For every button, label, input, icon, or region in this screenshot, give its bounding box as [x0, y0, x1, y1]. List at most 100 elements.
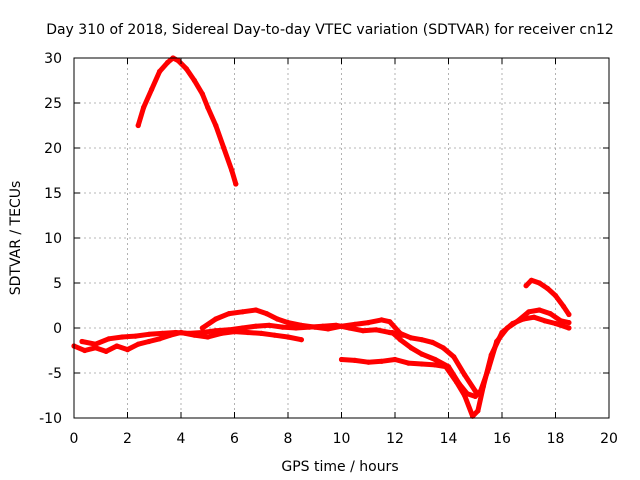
data-point	[226, 311, 232, 317]
data-point	[552, 293, 559, 299]
data-point	[79, 338, 85, 345]
y-tick-label: 25	[44, 96, 62, 112]
x-tick-label: 2	[123, 431, 132, 447]
data-point	[456, 381, 462, 387]
data-point	[397, 330, 403, 336]
data-point	[285, 320, 291, 326]
data-point	[119, 334, 125, 340]
data-point	[440, 345, 446, 351]
data-point	[258, 330, 264, 336]
data-point	[373, 327, 379, 333]
data-point	[558, 318, 564, 324]
data-point	[387, 319, 393, 325]
data-point	[165, 59, 171, 66]
y-tick-label: 5	[53, 276, 62, 292]
data-point	[419, 351, 425, 357]
data-point	[175, 58, 181, 64]
data-point	[199, 329, 205, 336]
data-point	[199, 325, 205, 331]
grid-layer	[74, 58, 609, 418]
x-axis-label: GPS time / hours	[281, 459, 398, 475]
data-point	[379, 317, 385, 323]
data-point	[312, 324, 318, 330]
y-tick-label: 30	[44, 51, 62, 67]
data-point	[560, 303, 567, 309]
data-point	[475, 408, 481, 414]
y-tick-label: -10	[39, 411, 62, 427]
data-point	[486, 365, 492, 372]
data-point	[146, 338, 152, 345]
data-point	[233, 181, 239, 187]
data-point	[462, 372, 468, 378]
tick-layer: 0 2 4 6 8 10 12 14 16 18 20 -10 -5 0 5 10 15 20 25 30	[39, 51, 618, 447]
x-tick-label: 12	[386, 431, 404, 447]
data-point	[472, 393, 478, 399]
data-point	[274, 316, 280, 322]
data-point	[266, 322, 272, 328]
data-point	[325, 326, 331, 332]
data-point	[264, 311, 270, 317]
data-point	[205, 104, 211, 111]
data-point	[523, 283, 529, 289]
data-point	[82, 347, 88, 354]
y-axis-label: SDTVAR / TECUs	[8, 181, 24, 296]
data-point	[504, 325, 510, 331]
data-point	[566, 325, 572, 331]
y-tick-label: -5	[48, 366, 62, 382]
data-point	[239, 309, 246, 315]
x-tick-label: 0	[70, 431, 79, 447]
data-point	[229, 167, 235, 174]
data-point	[285, 334, 291, 340]
data-point	[531, 314, 537, 320]
y-tick-label: 0	[53, 321, 62, 337]
data-point	[445, 364, 452, 370]
series-track-d	[339, 314, 572, 419]
data-point	[213, 316, 219, 322]
data-point	[352, 357, 358, 363]
data-point	[213, 328, 219, 334]
x-tick-label: 4	[177, 431, 186, 447]
data-point	[92, 341, 98, 347]
data-point	[338, 356, 345, 363]
data-point	[106, 336, 112, 342]
data-point	[542, 318, 548, 324]
data-point	[157, 336, 163, 342]
x-tick-label: 6	[230, 431, 239, 447]
data-point	[103, 348, 109, 354]
data-point	[183, 66, 189, 72]
data-point	[253, 323, 259, 329]
data-point	[213, 122, 219, 129]
data-point	[526, 309, 532, 315]
series-track-e	[389, 307, 572, 399]
data-point	[245, 329, 251, 336]
x-tick-label: 14	[440, 431, 458, 447]
data-point	[494, 338, 500, 345]
data-point	[536, 280, 543, 286]
data-point	[405, 360, 411, 366]
series-track-c	[199, 307, 478, 394]
data-point	[536, 307, 543, 313]
data-point	[365, 320, 371, 326]
data-point	[408, 335, 414, 341]
data-point	[528, 277, 535, 283]
data-point	[141, 104, 147, 111]
data-point	[566, 320, 572, 326]
data-point	[135, 122, 141, 129]
x-tick-label: 18	[547, 431, 565, 447]
data-point	[272, 332, 278, 338]
data-point	[173, 329, 179, 336]
data-point	[566, 311, 572, 318]
data-point	[135, 341, 141, 347]
data-point	[352, 321, 358, 327]
data-point	[239, 325, 246, 331]
data-point	[132, 333, 139, 339]
data-point	[451, 354, 457, 360]
data-point	[186, 330, 192, 336]
series-high-arc	[135, 55, 239, 187]
chart-title: Day 310 of 2018, Sidereal Day-to-day VTE…	[46, 22, 614, 38]
data-point	[432, 356, 438, 363]
data-point	[338, 323, 345, 329]
data-point	[124, 347, 131, 353]
data-point	[360, 328, 366, 334]
